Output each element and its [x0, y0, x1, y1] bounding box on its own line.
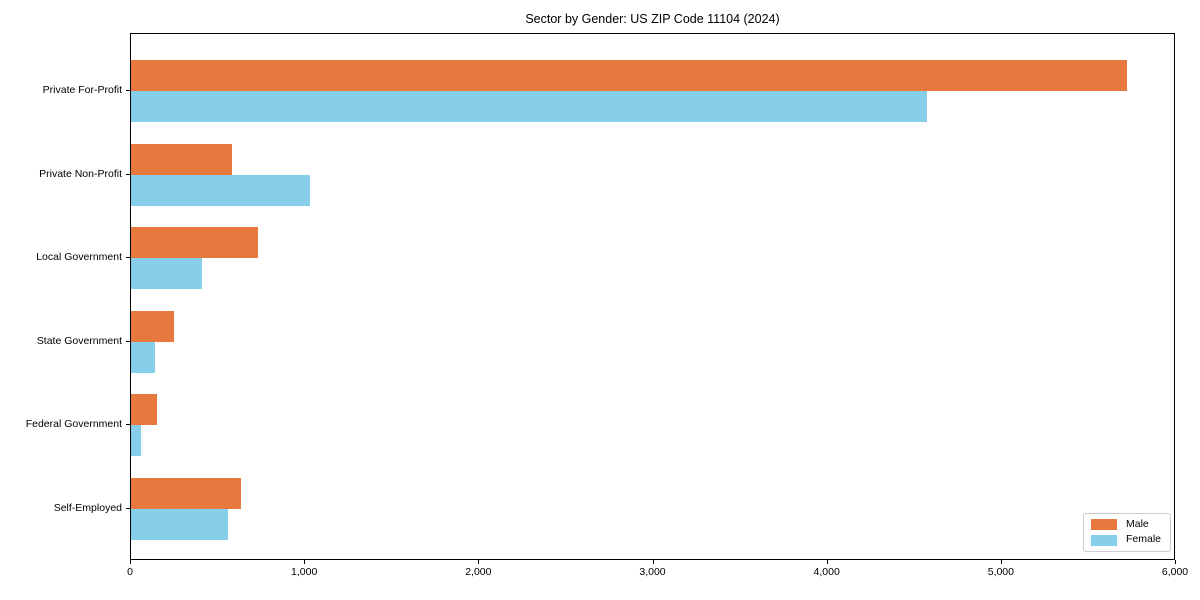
bar-male-3 — [131, 227, 258, 258]
x-tick-label: 5,000 — [987, 566, 1014, 578]
x-tick-label: 4,000 — [813, 566, 840, 578]
x-tick-label: 0 — [127, 566, 133, 578]
legend-label-male: Male — [1125, 517, 1149, 530]
y-category-label: Private For-Profit — [42, 84, 122, 96]
bar-female-6 — [131, 508, 229, 540]
legend-swatch-male — [1090, 519, 1117, 531]
x-tick-mark — [478, 560, 480, 564]
y-tick-mark — [126, 507, 130, 509]
y-tick-mark — [126, 257, 130, 258]
bar-female-3 — [131, 258, 203, 289]
y-category-label: Self-Employed — [53, 501, 122, 514]
bar-male-5 — [131, 394, 158, 425]
legend-label-female: Female — [1125, 533, 1161, 546]
x-tick-label: 3,000 — [639, 566, 666, 578]
y-category-label: Private Non-Profit — [39, 167, 122, 180]
y-category-label: Local Government — [36, 251, 122, 263]
y-tick-mark — [126, 173, 130, 175]
x-tick-mark — [130, 560, 131, 564]
legend-item-male: Male — [1090, 517, 1161, 531]
x-tick-mark — [826, 560, 828, 564]
x-tick-label: 1,000 — [291, 566, 318, 578]
bar-male-2 — [131, 143, 232, 175]
bar-female-5 — [131, 425, 142, 456]
bar-female-1 — [131, 91, 928, 122]
bar-female-4 — [131, 341, 156, 373]
bar-female-2 — [131, 174, 311, 206]
legend: Male Female — [1082, 512, 1171, 552]
bar-male-1 — [131, 60, 1128, 91]
y-category-label: State Government — [36, 334, 122, 347]
legend-item-female: Female — [1090, 533, 1161, 546]
y-tick-mark — [126, 340, 130, 342]
x-tick-label: 2,000 — [465, 566, 492, 578]
chart-title: Sector by Gender: US ZIP Code 11104 (202… — [525, 12, 780, 26]
x-tick-mark — [304, 560, 306, 564]
bar-male-6 — [131, 477, 242, 509]
plot-area: Male Female — [130, 33, 1175, 560]
y-category-label: Federal Government — [25, 418, 122, 430]
x-tick-mark — [1000, 560, 1002, 564]
x-tick-mark — [1175, 560, 1176, 564]
x-tick-mark — [652, 560, 654, 564]
legend-swatch-female — [1090, 534, 1117, 546]
y-tick-mark — [126, 90, 130, 91]
y-tick-mark — [126, 424, 130, 425]
bar-male-4 — [131, 310, 175, 342]
x-tick-label: 6,000 — [1161, 566, 1189, 578]
